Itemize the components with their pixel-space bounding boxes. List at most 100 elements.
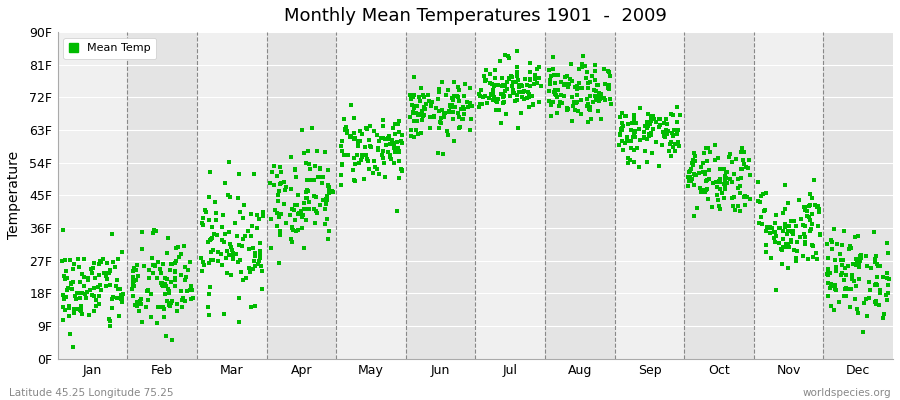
Point [522, 91, 536, 97]
Point [500, 52, 515, 59]
Point [723, 151, 737, 157]
Point [194, 255, 209, 261]
Point [310, 174, 325, 180]
Point [376, 135, 391, 142]
Point [66, 344, 80, 350]
Point [415, 112, 429, 118]
Point [202, 237, 217, 243]
Point [455, 115, 470, 122]
Point [687, 213, 701, 219]
Point [250, 212, 265, 218]
Point [241, 264, 256, 271]
Point [659, 116, 673, 122]
Point [66, 266, 80, 273]
Point [294, 208, 309, 214]
Point [523, 82, 537, 89]
Point [56, 317, 70, 323]
Point [179, 274, 194, 280]
Point [681, 182, 696, 189]
Point [499, 111, 513, 118]
Point [656, 128, 670, 135]
Point [309, 208, 323, 214]
Point [463, 126, 477, 133]
Point [296, 245, 310, 251]
Point [427, 112, 441, 119]
Point [800, 208, 814, 214]
Point [360, 156, 374, 162]
Point [140, 288, 154, 294]
Point [391, 121, 405, 127]
Point [868, 301, 883, 307]
Point [300, 205, 314, 212]
Point [387, 142, 401, 148]
Point [412, 94, 427, 100]
Point [870, 262, 885, 269]
Point [203, 257, 218, 264]
Point [277, 179, 292, 185]
Point [580, 119, 595, 126]
Point [353, 137, 367, 144]
Point [849, 256, 863, 262]
Point [366, 158, 381, 164]
Point [446, 102, 460, 108]
Point [381, 148, 395, 155]
Point [130, 262, 144, 268]
Point [423, 113, 437, 120]
Point [582, 107, 597, 113]
Point [618, 140, 633, 146]
Point [646, 126, 661, 132]
Point [221, 252, 236, 258]
Bar [475, 32, 545, 358]
Point [285, 226, 300, 233]
Point [142, 267, 157, 273]
Point [432, 108, 446, 114]
Point [161, 286, 176, 292]
Point [485, 80, 500, 87]
Point [382, 136, 397, 142]
Point [717, 195, 732, 201]
Point [806, 195, 820, 201]
Point [661, 121, 675, 127]
Point [141, 274, 156, 281]
Point [82, 312, 96, 318]
Point [486, 86, 500, 93]
Point [759, 241, 773, 248]
Point [626, 128, 641, 134]
Point [402, 114, 417, 120]
Point [63, 330, 77, 337]
Point [845, 276, 859, 282]
Point [724, 194, 739, 201]
Point [443, 102, 457, 108]
Point [842, 304, 857, 310]
Point [167, 282, 182, 289]
Point [419, 101, 434, 107]
Point [699, 186, 714, 192]
Point [72, 264, 86, 270]
Point [320, 183, 335, 190]
Point [827, 226, 842, 232]
Point [488, 66, 502, 73]
Point [835, 262, 850, 268]
Point [711, 202, 725, 209]
Point [713, 186, 727, 192]
Point [246, 266, 260, 272]
Point [415, 108, 429, 114]
Point [700, 196, 715, 202]
Point [740, 194, 754, 200]
Point [230, 233, 245, 240]
Point [813, 232, 827, 238]
Point [322, 189, 337, 196]
Point [432, 86, 446, 92]
Point [616, 147, 630, 153]
Point [526, 102, 540, 108]
Point [209, 210, 223, 216]
Point [798, 239, 813, 246]
Point [160, 298, 175, 304]
Point [71, 306, 86, 312]
Point [479, 76, 493, 83]
Point [836, 228, 850, 234]
Point [217, 238, 231, 245]
Bar [545, 32, 615, 358]
Point [530, 66, 544, 72]
Point [508, 98, 523, 104]
